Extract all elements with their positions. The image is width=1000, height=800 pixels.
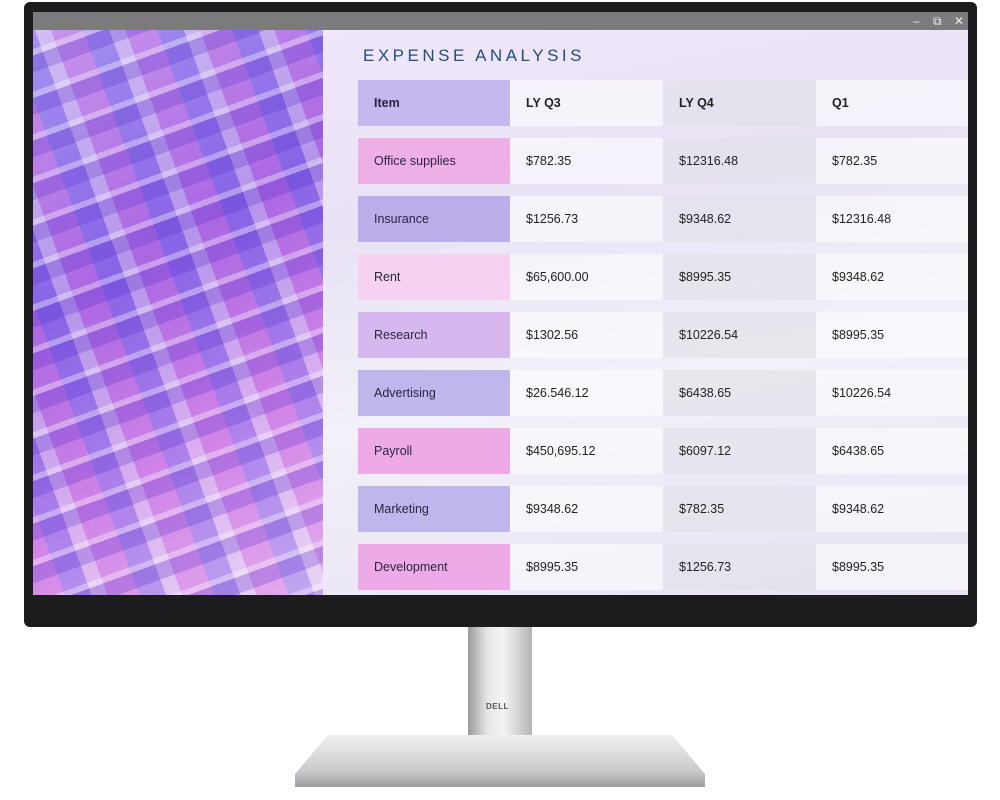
table-header: Item LY Q3 LY Q4 Q1 (358, 80, 968, 126)
ly-q3-cell: $782.35 (510, 138, 663, 184)
table-row: Development $8995.35 $1256.73 $8995.35 (358, 544, 968, 590)
table-row: Research $1302.56 $10226.54 $8995.35 (358, 312, 968, 358)
ly-q4-cell: $9348.62 (663, 196, 816, 242)
ly-q4-cell: $6097.12 (663, 428, 816, 474)
item-cell: Payroll (358, 428, 510, 474)
ly-q4-cell: $1256.73 (663, 544, 816, 590)
header-ly-q4: LY Q4 (663, 80, 816, 126)
minimize-icon[interactable]: – (913, 14, 920, 28)
item-cell: Advertising (358, 370, 510, 416)
ly-q3-cell: $1256.73 (510, 196, 663, 242)
q1-cell: $9348.62 (816, 486, 968, 532)
monitor-screen: – ⧉ ✕ EXPENSE ANALYSIS Item LY Q3 LY Q4 … (33, 12, 968, 595)
table-row: Insurance $1256.73 $9348.62 $12316.48 (358, 196, 968, 242)
ly-q4-cell: $6438.65 (663, 370, 816, 416)
ly-q3-cell: $450,695.12 (510, 428, 663, 474)
header-q1: Q1 (816, 80, 968, 126)
table-row: Rent $65,600.00 $8995.35 $9348.62 (358, 254, 968, 300)
ly-q4-cell: $10226.54 (663, 312, 816, 358)
expense-panel: EXPENSE ANALYSIS Item LY Q3 LY Q4 Q1 Off… (323, 30, 968, 595)
q1-cell: $6438.65 (816, 428, 968, 474)
table-row: Office supplies $782.35 $12316.48 $782.35 (358, 138, 968, 184)
table-row: Marketing $9348.62 $782.35 $9348.62 (358, 486, 968, 532)
item-cell: Insurance (358, 196, 510, 242)
item-cell: Rent (358, 254, 510, 300)
window-titlebar: – ⧉ ✕ (33, 12, 968, 30)
q1-cell: $10226.54 (816, 370, 968, 416)
monitor-stand-base (295, 735, 705, 787)
header-item: Item (358, 80, 510, 126)
q1-cell: $782.35 (816, 138, 968, 184)
table-row: Advertising $26.546.12 $6438.65 $10226.54 (358, 370, 968, 416)
item-cell: Research (358, 312, 510, 358)
q1-cell: $12316.48 (816, 196, 968, 242)
ly-q4-cell: $782.35 (663, 486, 816, 532)
ly-q3-cell: $1302.56 (510, 312, 663, 358)
item-cell: Marketing (358, 486, 510, 532)
q1-cell: $8995.35 (816, 544, 968, 590)
ly-q3-cell: $9348.62 (510, 486, 663, 532)
wave-artwork (33, 30, 323, 595)
item-cell: Office supplies (358, 138, 510, 184)
monitor-stand-neck (468, 627, 532, 742)
ly-q3-cell: $8995.35 (510, 544, 663, 590)
table-row: Payroll $450,695.12 $6097.12 $6438.65 (358, 428, 968, 474)
item-cell: Development (358, 544, 510, 590)
page-title: EXPENSE ANALYSIS (363, 46, 585, 65)
restore-icon[interactable]: ⧉ (933, 14, 942, 28)
header-ly-q3: LY Q3 (510, 80, 663, 126)
ly-q3-cell: $65,600.00 (510, 254, 663, 300)
ly-q4-cell: $8995.35 (663, 254, 816, 300)
ly-q4-cell: $12316.48 (663, 138, 816, 184)
close-icon[interactable]: ✕ (954, 14, 965, 28)
q1-cell: $8995.35 (816, 312, 968, 358)
q1-cell: $9348.62 (816, 254, 968, 300)
dell-logo: DELL (486, 702, 509, 711)
ly-q3-cell: $26.546.12 (510, 370, 663, 416)
